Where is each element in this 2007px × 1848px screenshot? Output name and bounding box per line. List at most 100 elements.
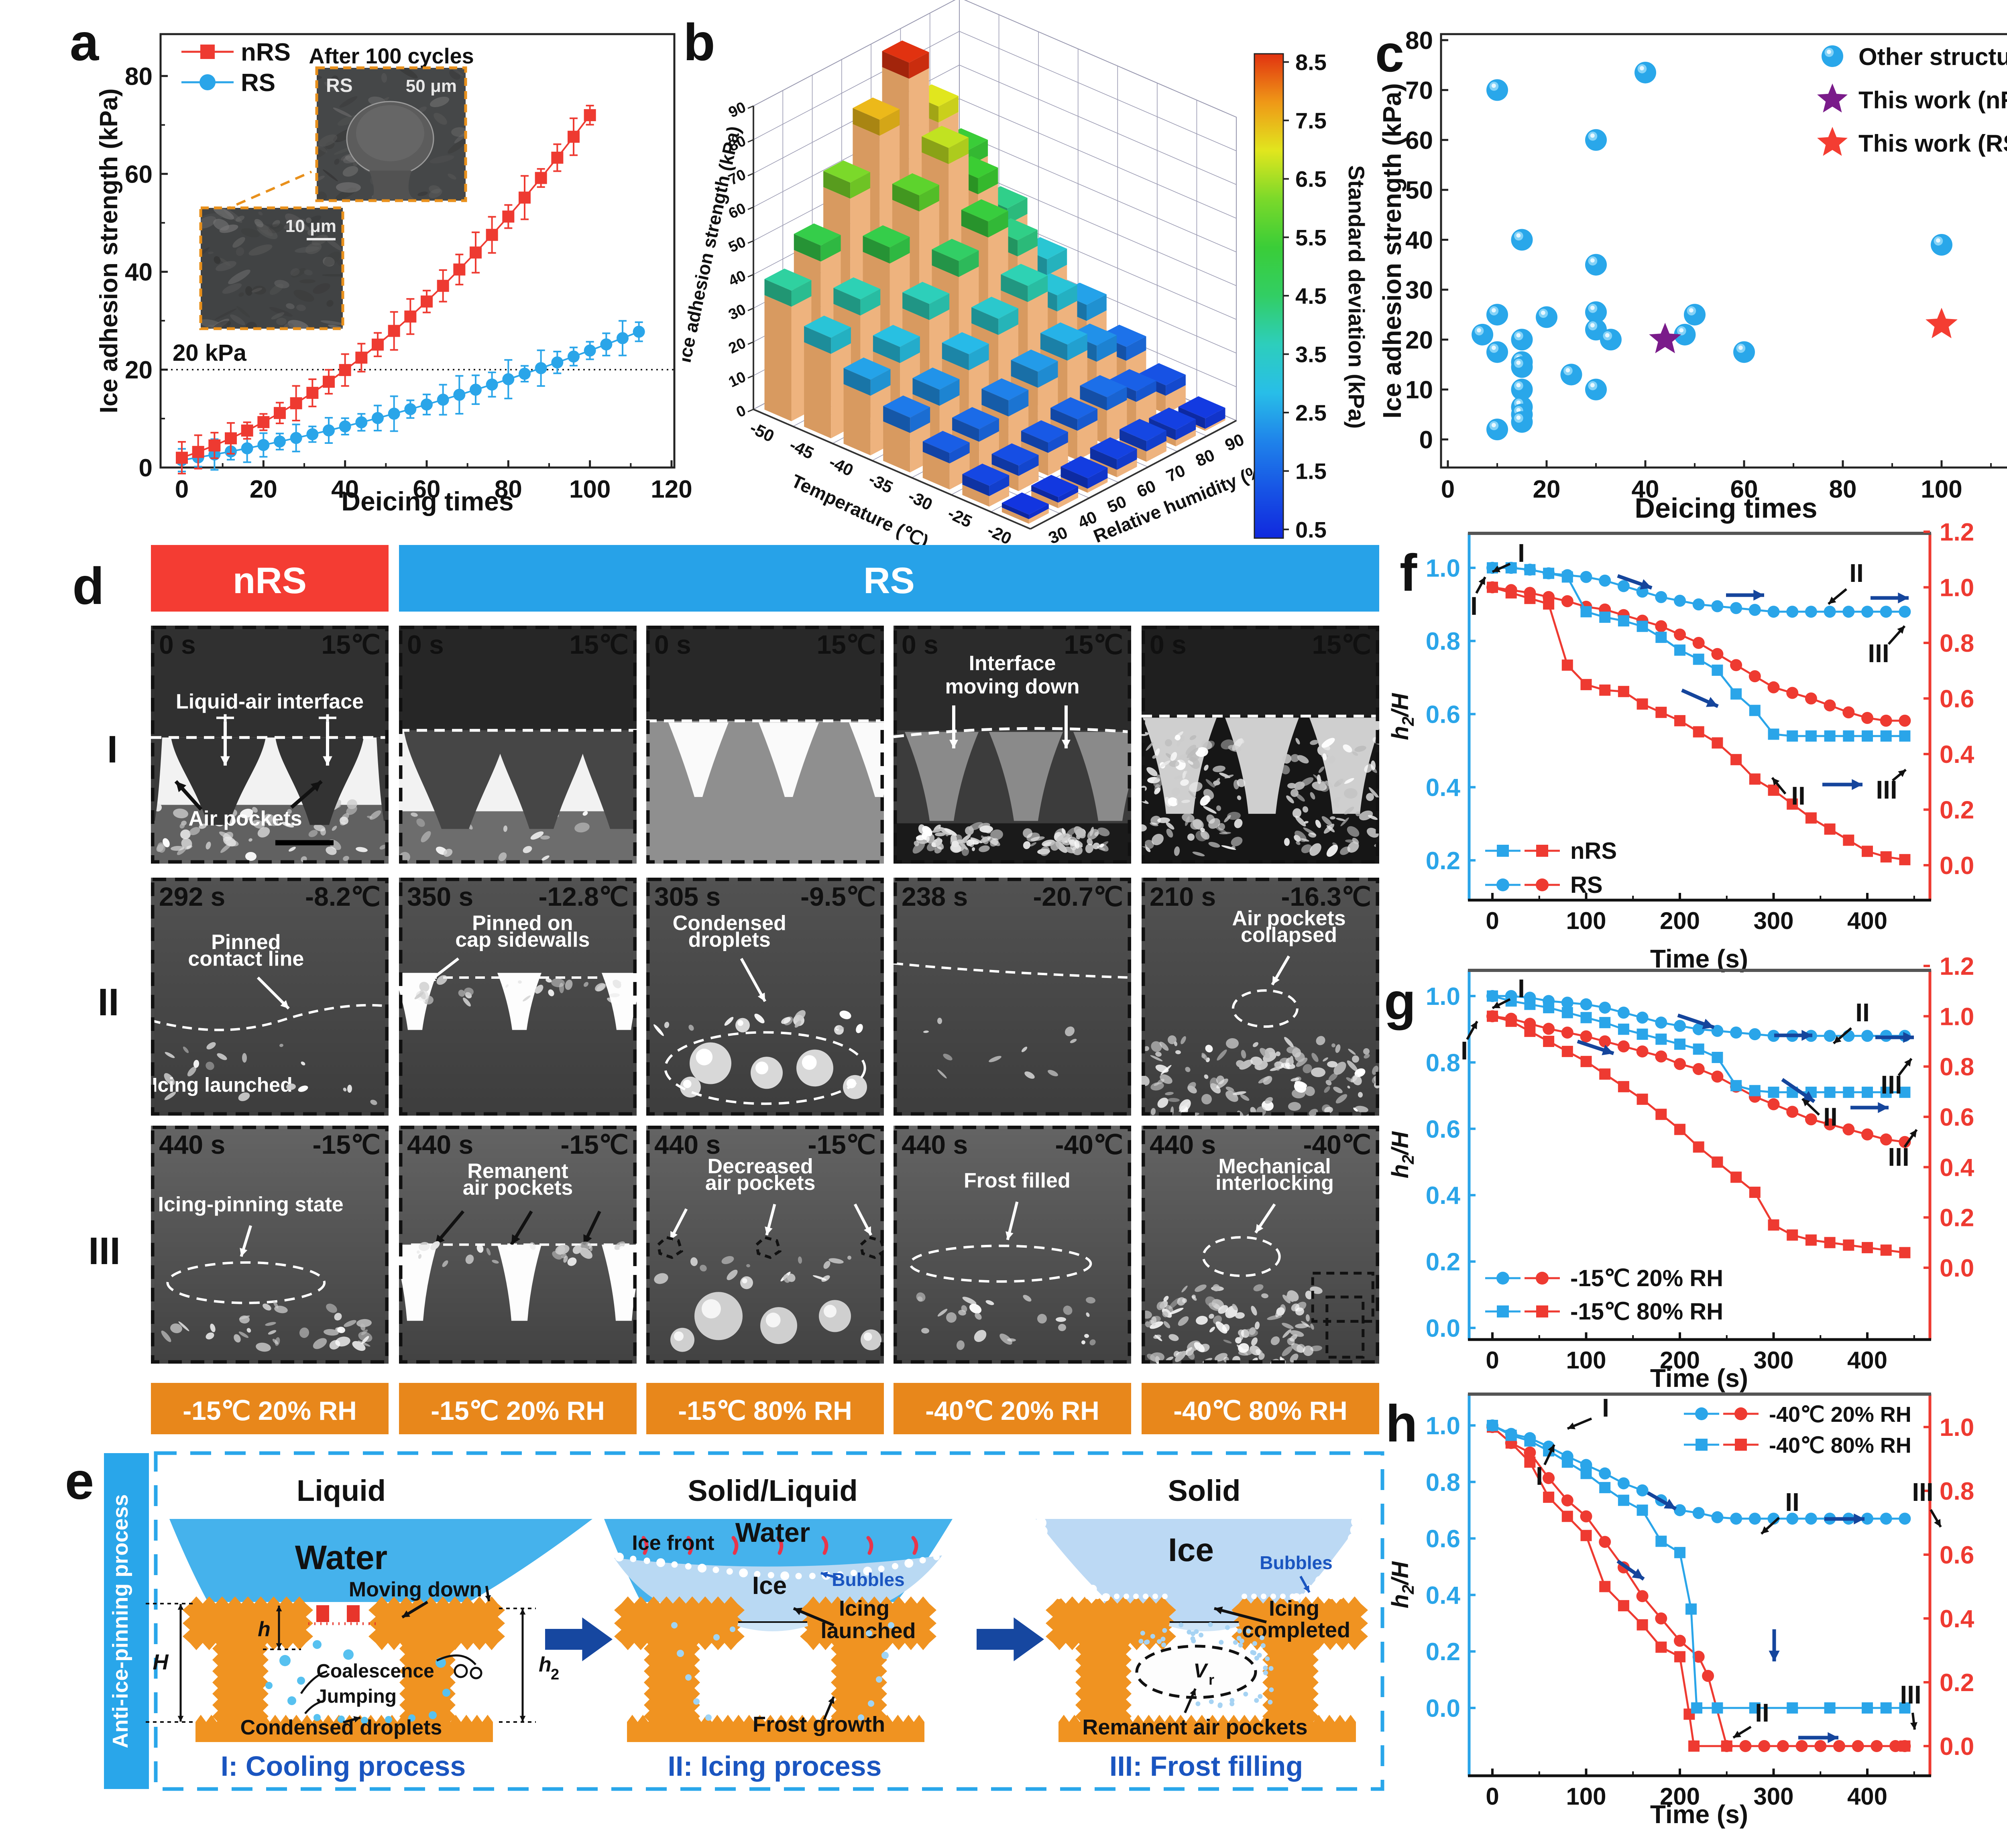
svg-text:40: 40 bbox=[1405, 227, 1433, 254]
svg-text:300: 300 bbox=[1753, 1347, 1793, 1374]
svg-text:10: 10 bbox=[726, 368, 749, 391]
svg-text:305 s: 305 s bbox=[654, 882, 721, 911]
svg-text:nRS: nRS bbox=[1570, 838, 1617, 864]
svg-text:moving down: moving down bbox=[945, 675, 1079, 698]
svg-text:-15℃: -15℃ bbox=[312, 1130, 381, 1159]
svg-text:6.5: 6.5 bbox=[1295, 167, 1327, 192]
svg-text:II: II bbox=[1791, 781, 1805, 810]
svg-text:0 s: 0 s bbox=[654, 630, 691, 659]
svg-text:2: 2 bbox=[551, 1666, 559, 1683]
svg-text:Deicing times: Deicing times bbox=[1635, 492, 1817, 524]
svg-text:Time (s): Time (s) bbox=[1650, 944, 1748, 972]
svg-text:0: 0 bbox=[1486, 1347, 1499, 1374]
svg-text:-15℃: -15℃ bbox=[808, 1130, 876, 1159]
svg-text:-50: -50 bbox=[747, 418, 777, 446]
svg-text:Remanent: Remanent bbox=[467, 1159, 568, 1183]
svg-text:50: 50 bbox=[1405, 177, 1433, 204]
svg-text:h2/H: h2/H bbox=[1387, 1561, 1417, 1608]
svg-text:100: 100 bbox=[569, 476, 611, 503]
svg-text:Decreased: Decreased bbox=[708, 1155, 813, 1178]
svg-text:0.6: 0.6 bbox=[1940, 1104, 1974, 1131]
svg-text:80: 80 bbox=[495, 476, 522, 503]
svg-text:-40: -40 bbox=[826, 452, 856, 480]
svg-text:Solid: Solid bbox=[1168, 1474, 1241, 1507]
svg-text:Ice adhesion strength (kPa): Ice adhesion strength (kPa) bbox=[95, 88, 123, 413]
svg-text:60: 60 bbox=[1730, 476, 1758, 503]
svg-text:15℃: 15℃ bbox=[321, 630, 381, 659]
svg-text:-25: -25 bbox=[945, 504, 975, 531]
svg-text:I: I bbox=[1470, 592, 1478, 620]
svg-text:Standard deviation (kPa): Standard deviation (kPa) bbox=[1344, 165, 1369, 429]
svg-text:Other structures: Other structures bbox=[1858, 43, 2007, 70]
svg-text:10 μm: 10 μm bbox=[285, 216, 336, 236]
svg-text:0 s: 0 s bbox=[1150, 630, 1187, 659]
svg-text:0 s: 0 s bbox=[902, 630, 938, 659]
svg-text:II: II bbox=[1849, 559, 1864, 588]
svg-text:Frost filled: Frost filled bbox=[964, 1169, 1071, 1192]
svg-text:200: 200 bbox=[1660, 1783, 1700, 1810]
svg-text:4.5: 4.5 bbox=[1295, 283, 1327, 309]
svg-text:350 s: 350 s bbox=[407, 882, 473, 911]
svg-text:0.8: 0.8 bbox=[1940, 1053, 1974, 1081]
svg-text:80: 80 bbox=[125, 63, 153, 90]
svg-text:440 s: 440 s bbox=[654, 1130, 721, 1159]
svg-text:-40℃ 20% RH: -40℃ 20% RH bbox=[1769, 1403, 1911, 1427]
svg-text:I: I bbox=[1602, 1393, 1609, 1422]
svg-text:15℃: 15℃ bbox=[569, 630, 629, 659]
svg-text:60: 60 bbox=[1405, 127, 1433, 155]
svg-text:e: e bbox=[65, 1452, 94, 1510]
svg-text:III: III bbox=[1868, 639, 1889, 668]
svg-text:40: 40 bbox=[726, 267, 749, 290]
svg-text:10: 10 bbox=[1405, 376, 1433, 404]
svg-text:I: Cooling process: I: Cooling process bbox=[221, 1750, 466, 1782]
svg-text:1.2: 1.2 bbox=[1940, 953, 1974, 980]
svg-text:Deicing times: Deicing times bbox=[341, 486, 513, 516]
svg-text:0.8: 0.8 bbox=[1940, 1478, 1974, 1505]
svg-text:droplets: droplets bbox=[688, 928, 771, 951]
svg-text:-35: -35 bbox=[866, 470, 896, 497]
svg-text:-30: -30 bbox=[905, 486, 935, 514]
svg-text:-15℃: -15℃ bbox=[560, 1130, 629, 1159]
svg-text:-8.2℃: -8.2℃ bbox=[305, 882, 381, 911]
svg-text:30: 30 bbox=[726, 301, 749, 323]
svg-text:-15℃ 20% RH: -15℃ 20% RH bbox=[431, 1396, 605, 1425]
svg-text:100: 100 bbox=[1566, 907, 1606, 934]
svg-text:Air pockets: Air pockets bbox=[1232, 907, 1345, 930]
svg-text:II: Icing process: II: Icing process bbox=[668, 1750, 882, 1782]
svg-text:20: 20 bbox=[1533, 476, 1561, 503]
svg-text:0.6: 0.6 bbox=[1426, 701, 1460, 728]
svg-text:100: 100 bbox=[1566, 1347, 1606, 1374]
svg-text:100: 100 bbox=[1566, 1783, 1606, 1810]
svg-text:interlocking: interlocking bbox=[1215, 1171, 1334, 1195]
svg-text:0.4: 0.4 bbox=[1426, 774, 1461, 802]
svg-text:80: 80 bbox=[1405, 27, 1433, 55]
svg-text:300: 300 bbox=[1753, 1783, 1793, 1810]
svg-text:20 kPa: 20 kPa bbox=[173, 340, 247, 366]
svg-text:0: 0 bbox=[1486, 907, 1499, 934]
svg-text:II: II bbox=[1785, 1488, 1799, 1517]
svg-text:210 s: 210 s bbox=[1150, 882, 1216, 911]
svg-text:II: II bbox=[1823, 1102, 1838, 1131]
svg-text:This work (nRS): This work (nRS) bbox=[1858, 87, 2007, 114]
svg-text:After 100 cycles: After 100 cycles bbox=[309, 44, 474, 68]
svg-text:Jumping: Jumping bbox=[316, 1686, 397, 1707]
svg-text:20: 20 bbox=[1405, 326, 1433, 354]
svg-text:0.2: 0.2 bbox=[1940, 797, 1974, 824]
svg-text:120: 120 bbox=[651, 476, 692, 503]
svg-text:Anti-ice-pinning process: Anti-ice-pinning process bbox=[108, 1494, 132, 1748]
svg-text:15℃: 15℃ bbox=[1312, 630, 1371, 659]
svg-text:h2/H: h2/H bbox=[1387, 1131, 1417, 1178]
svg-text:2.5: 2.5 bbox=[1295, 400, 1327, 425]
svg-text:completed: completed bbox=[1242, 1618, 1350, 1642]
svg-text:0.0: 0.0 bbox=[1940, 852, 1974, 880]
svg-text:I: I bbox=[1461, 1036, 1468, 1065]
svg-text:RS: RS bbox=[1570, 872, 1603, 898]
svg-text:Time (s): Time (s) bbox=[1650, 1800, 1748, 1829]
svg-text:Icing-pinning state: Icing-pinning state bbox=[158, 1193, 344, 1216]
svg-text:contact line: contact line bbox=[188, 947, 304, 970]
svg-text:1.0: 1.0 bbox=[1426, 555, 1460, 582]
svg-text:0.0: 0.0 bbox=[1426, 1695, 1460, 1722]
svg-text:0 s: 0 s bbox=[407, 630, 444, 659]
svg-text:15℃: 15℃ bbox=[1064, 630, 1123, 659]
svg-text:-12.8℃: -12.8℃ bbox=[538, 882, 629, 911]
